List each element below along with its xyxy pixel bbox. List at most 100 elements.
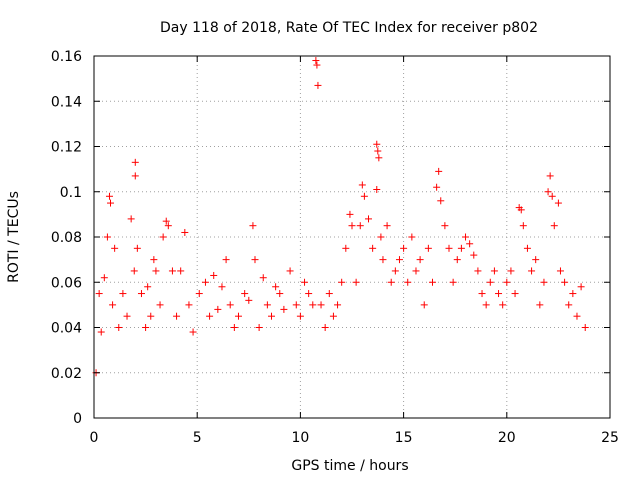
data-point — [379, 256, 387, 264]
data-point — [109, 301, 117, 309]
data-point — [177, 267, 185, 275]
data-point — [296, 312, 304, 320]
data-point — [581, 324, 589, 331]
data-point — [127, 215, 135, 223]
data-point — [162, 217, 170, 225]
data-point — [577, 283, 585, 291]
data-point — [251, 256, 259, 264]
data-point — [412, 267, 420, 275]
data-point — [95, 290, 103, 298]
chart-title: Day 118 of 2018, Rate Of TEC Index for r… — [160, 20, 538, 36]
data-point — [507, 267, 515, 275]
data-point — [346, 210, 354, 218]
data-point — [441, 222, 449, 230]
x-tick-label: 25 — [601, 430, 619, 446]
data-point — [210, 271, 218, 279]
data-point — [433, 183, 441, 191]
data-point — [523, 244, 531, 252]
data-point — [373, 185, 381, 193]
data-point — [263, 301, 271, 309]
data-point — [222, 256, 230, 264]
data-point — [395, 256, 403, 264]
data-point — [259, 274, 267, 282]
data-point — [321, 324, 329, 331]
data-points — [92, 57, 589, 377]
grid-lines — [94, 56, 610, 418]
data-point — [168, 267, 176, 275]
data-point — [305, 290, 313, 298]
data-point — [144, 283, 152, 291]
data-point — [348, 222, 356, 230]
data-point — [142, 324, 150, 331]
y-tick-label: 0.04 — [51, 321, 82, 337]
data-point — [536, 301, 544, 309]
data-point — [234, 312, 242, 320]
x-tick-label: 5 — [193, 430, 202, 446]
data-point — [268, 312, 276, 320]
data-point — [201, 278, 209, 286]
data-point — [486, 278, 494, 286]
data-point — [137, 290, 145, 298]
y-tick-label: 0.08 — [51, 230, 82, 246]
data-point — [150, 256, 158, 264]
data-point — [416, 256, 424, 264]
data-point — [280, 305, 288, 313]
data-point — [424, 244, 432, 252]
data-point — [554, 199, 562, 207]
data-point — [420, 301, 428, 309]
data-point — [181, 228, 189, 236]
data-point — [546, 172, 554, 180]
x-tick-label: 10 — [291, 430, 309, 446]
data-point — [352, 278, 360, 286]
data-point — [342, 244, 350, 252]
data-point — [309, 301, 317, 309]
data-point — [369, 244, 377, 252]
data-point — [292, 301, 300, 309]
data-point — [105, 192, 113, 200]
data-point — [241, 290, 249, 298]
data-point — [445, 244, 453, 252]
data-point — [495, 290, 503, 298]
data-point — [317, 301, 325, 309]
data-point — [453, 256, 461, 264]
y-tick-label: 0.02 — [51, 366, 82, 382]
data-point — [173, 312, 181, 320]
data-point — [195, 290, 203, 298]
data-point — [391, 267, 399, 275]
data-point — [387, 278, 395, 286]
data-point — [286, 267, 294, 275]
data-point — [435, 167, 443, 175]
data-point — [490, 267, 498, 275]
data-point — [131, 158, 139, 166]
data-point — [532, 256, 540, 264]
data-point — [404, 278, 412, 286]
data-point — [365, 215, 373, 223]
data-point — [338, 278, 346, 286]
data-point — [100, 274, 108, 282]
data-point — [159, 233, 167, 241]
data-point — [356, 222, 364, 230]
data-point — [373, 140, 381, 148]
data-point — [329, 312, 337, 320]
data-point — [130, 267, 138, 275]
data-point — [561, 278, 569, 286]
y-tick-label: 0.14 — [51, 94, 82, 110]
data-point — [375, 154, 383, 162]
data-point — [511, 290, 519, 298]
data-point — [449, 278, 457, 286]
data-point — [360, 192, 368, 200]
data-point — [503, 278, 511, 286]
data-point — [437, 197, 445, 205]
data-point — [276, 290, 284, 298]
data-point — [540, 278, 548, 286]
data-point — [428, 278, 436, 286]
data-point — [457, 244, 465, 252]
data-point — [565, 301, 573, 309]
x-tick-label: 0 — [90, 430, 99, 446]
data-point — [133, 244, 141, 252]
data-point — [312, 57, 320, 65]
y-tick-label: 0.12 — [51, 140, 82, 156]
data-point — [131, 172, 139, 180]
data-point — [519, 222, 527, 230]
